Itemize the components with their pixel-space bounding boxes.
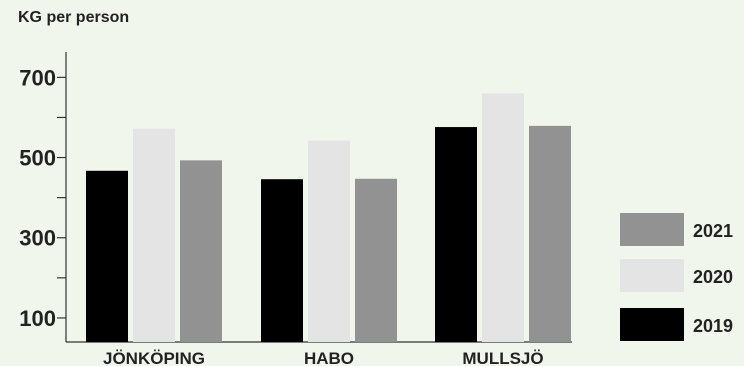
legend-label-2019: 2019 (693, 316, 733, 336)
bar-habo-2019 (261, 179, 303, 342)
legend-swatch-2021 (620, 213, 684, 246)
bar-jonkoping-2020 (133, 128, 175, 342)
legend-label-2021: 2021 (693, 221, 733, 241)
legend-label-2020: 2020 (693, 267, 733, 287)
bar-jonkoping-2021 (180, 160, 222, 342)
y-tick-label-700: 700 (19, 65, 56, 90)
bar-jonkoping-2019 (86, 170, 128, 342)
category-label-jonkoping: JÖNKÖPING (103, 349, 205, 366)
y-tick-label-500: 500 (19, 146, 56, 171)
y-tick-label-100: 100 (19, 306, 56, 331)
category-label-mullsjo: MULLSJÖ (462, 349, 543, 366)
bar-mullsjo-2019 (435, 127, 477, 343)
category-labels: JÖNKÖPING HABO MULLSJÖ (103, 349, 544, 366)
bars (86, 93, 571, 343)
legend-swatch-2020 (620, 259, 684, 292)
y-tick-label-300: 300 (19, 226, 56, 251)
bar-mullsjo-2021 (529, 125, 571, 343)
bar-mullsjo-2020 (482, 93, 524, 342)
bar-habo-2020 (308, 140, 350, 342)
bar-habo-2021 (355, 178, 397, 342)
legend-swatch-2019 (620, 308, 684, 341)
y-axis-label: KG per person (18, 9, 129, 26)
category-label-habo: HABO (304, 349, 354, 366)
legend: 2021 2020 2019 (620, 213, 733, 341)
